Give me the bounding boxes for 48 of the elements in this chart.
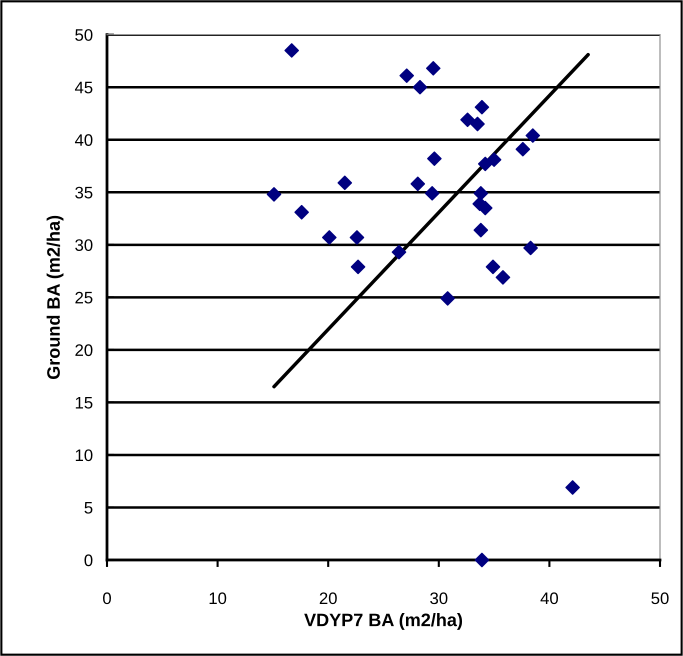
y-tick-label: 40 — [74, 134, 92, 146]
x-axis-title: VDYP7 BA (m2/ha) — [304, 613, 462, 630]
y-tick-label: 35 — [75, 186, 92, 198]
y-tick-label: 15 — [76, 396, 92, 409]
point — [478, 156, 493, 172]
point — [486, 260, 500, 274]
x-tick-label: 30 — [430, 592, 448, 604]
point — [322, 230, 337, 245]
point — [392, 244, 406, 260]
point — [440, 291, 455, 306]
point — [424, 186, 440, 201]
point — [426, 61, 441, 76]
point — [474, 222, 488, 238]
x-tick-label: 40 — [540, 592, 558, 604]
point — [474, 552, 490, 568]
x-tick-label: 0 — [103, 592, 111, 604]
y-axis-title: Ground BA (m2/ha) — [46, 216, 64, 380]
point — [516, 142, 530, 156]
point — [338, 176, 352, 190]
point — [284, 43, 299, 58]
y-tick-label: 45 — [74, 82, 92, 94]
point — [410, 176, 426, 192]
y-tick-label: 50 — [75, 29, 92, 41]
y-tick-label: 5 — [84, 502, 92, 514]
y-tick-label: 20 — [75, 344, 92, 356]
point — [294, 204, 309, 220]
point — [486, 152, 502, 168]
point — [496, 270, 510, 285]
y-tick-label: 0 — [84, 554, 92, 566]
point — [427, 151, 442, 166]
point — [523, 240, 538, 256]
point — [350, 260, 366, 274]
y-tick-label: 10 — [76, 449, 92, 462]
point — [399, 68, 414, 83]
x-tick-label: 10 — [210, 592, 226, 604]
y-tick-label: 30 — [75, 239, 92, 252]
point — [474, 100, 490, 114]
point — [526, 128, 540, 143]
point — [474, 186, 488, 201]
point — [460, 112, 475, 128]
point — [412, 80, 428, 95]
x-tick-label: 50 — [651, 592, 669, 604]
point — [266, 187, 282, 202]
point — [470, 116, 485, 132]
point — [565, 480, 580, 495]
x-tick-label: 20 — [320, 592, 337, 604]
point — [350, 230, 364, 245]
y-tick-label: 25 — [75, 292, 92, 304]
